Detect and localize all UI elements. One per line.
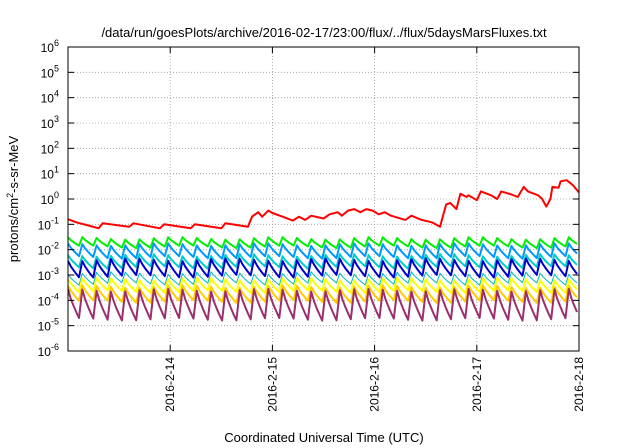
y-tick-label-base: 10 bbox=[38, 218, 52, 232]
series-line bbox=[68, 242, 578, 260]
y-axis-label-sup: 2 bbox=[5, 193, 15, 198]
chart-title: /data/run/goesPlots/archive/2016-02-17/2… bbox=[101, 25, 547, 40]
y-axis-label-rest: -s-sr-MeV bbox=[6, 135, 21, 192]
y-tick-label-base: 10 bbox=[41, 193, 55, 207]
x-tick-label: 2016-2-17 bbox=[470, 357, 484, 412]
series-line bbox=[68, 236, 578, 250]
y-tick-label-exponent: 5 bbox=[54, 63, 59, 73]
y-tick-label-base: 10 bbox=[41, 41, 55, 55]
x-tick-label: 2016-2-16 bbox=[368, 357, 382, 412]
y-tick-label: 10-5 bbox=[38, 317, 59, 334]
y-tick-label-exponent: -5 bbox=[51, 317, 59, 327]
y-tick-label: 106 bbox=[41, 38, 59, 55]
x-axis-label: Coordinated Universal Time (UTC) bbox=[224, 430, 423, 445]
y-tick-label: 101 bbox=[41, 165, 59, 182]
series-line bbox=[68, 257, 578, 279]
y-tick-label-exponent: 2 bbox=[54, 139, 59, 149]
y-tick-label: 10-4 bbox=[38, 291, 59, 308]
x-tick-label: 2016-2-15 bbox=[265, 357, 279, 412]
y-tick-label: 10-6 bbox=[38, 342, 59, 359]
series-line bbox=[68, 288, 578, 322]
series-line bbox=[68, 253, 578, 270]
x-tick-label: 2016-2-14 bbox=[163, 357, 177, 412]
y-tick-label-base: 10 bbox=[38, 294, 52, 308]
y-tick-label-exponent: 1 bbox=[54, 165, 59, 175]
y-axis-label-base: protons/cm bbox=[6, 198, 21, 262]
y-tick-label-exponent: -3 bbox=[51, 266, 59, 276]
y-tick-label-exponent: 4 bbox=[54, 89, 59, 99]
y-tick-label-exponent: -4 bbox=[51, 291, 59, 301]
plot-series bbox=[68, 179, 579, 322]
y-tick-label: 10-1 bbox=[38, 215, 59, 232]
series-line bbox=[68, 179, 579, 230]
y-tick-label-base: 10 bbox=[38, 269, 52, 283]
y-tick-label: 10-3 bbox=[38, 266, 59, 283]
x-axis: 2016-2-14 2016-2-15 2016-2-16 2016-2-17 2016… bbox=[163, 47, 586, 412]
y-tick-label: 10-2 bbox=[38, 241, 59, 258]
y-tick-label-base: 10 bbox=[41, 168, 55, 182]
series-line bbox=[68, 276, 578, 294]
y-axis-label: protons/cm2-s-sr-MeV bbox=[5, 135, 21, 262]
y-tick-label-exponent: 0 bbox=[54, 190, 59, 200]
y-tick-label-base: 10 bbox=[41, 92, 55, 106]
y-tick-label-base: 10 bbox=[41, 66, 55, 80]
y-tick-label: 102 bbox=[41, 139, 59, 156]
y-tick-label-exponent: -2 bbox=[51, 241, 59, 251]
y-tick-label-base: 10 bbox=[41, 142, 55, 156]
y-tick-label-exponent: 3 bbox=[54, 114, 59, 124]
y-tick-label-exponent: 6 bbox=[54, 38, 59, 48]
series-line bbox=[68, 271, 578, 286]
y-tick-label: 103 bbox=[41, 114, 59, 131]
y-tick-label-base: 10 bbox=[41, 117, 55, 131]
y-axis: 10-610-510-410-310-210-11001011021031041… bbox=[38, 38, 579, 359]
y-tick-label: 100 bbox=[41, 190, 59, 207]
y-tick-label-base: 10 bbox=[38, 345, 52, 359]
y-tick-label-exponent: -6 bbox=[51, 342, 59, 352]
y-tick-label-exponent: -1 bbox=[51, 215, 59, 225]
y-tick-label-base: 10 bbox=[38, 244, 52, 258]
y-tick-label-base: 10 bbox=[38, 320, 52, 334]
y-tick-label: 104 bbox=[41, 89, 59, 106]
x-tick-label: 2016-2-18 bbox=[572, 357, 586, 412]
y-tick-label: 105 bbox=[41, 63, 59, 80]
